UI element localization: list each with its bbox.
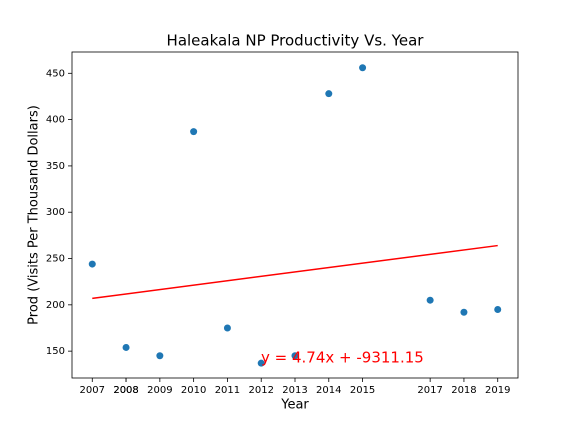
x-tick-label: 2013 xyxy=(282,385,307,396)
x-tick-label: 2014 xyxy=(316,385,341,396)
point xyxy=(460,308,468,316)
x-tick-label: 2007 xyxy=(80,385,105,396)
x-tick-label: 2011 xyxy=(215,385,240,396)
x-tick-label: 2017 xyxy=(417,385,442,396)
y-tick-label: 350 xyxy=(46,161,65,172)
chart-title: Haleakala NP Productivity Vs. Year xyxy=(167,32,425,50)
annotation: y = 4.74x + -9311.15 xyxy=(261,349,424,367)
y-tick-label: 200 xyxy=(46,300,65,311)
x-tick-label: 2018 xyxy=(451,385,476,396)
point xyxy=(257,359,265,367)
x-tick-label: 2015 xyxy=(350,385,375,396)
y-tick-label: 400 xyxy=(46,115,65,126)
point xyxy=(156,352,164,360)
y-tick-label: 150 xyxy=(46,346,65,357)
point xyxy=(359,64,367,72)
point xyxy=(426,296,434,304)
y-axis-label: Prod (Visits Per Thousand Dollars) xyxy=(27,105,42,325)
point xyxy=(88,260,96,268)
x-axis-label: Year xyxy=(280,398,309,413)
y-tick-label: 250 xyxy=(46,254,65,265)
x-tick-label: 2019 xyxy=(485,385,510,396)
plot-frame xyxy=(71,51,519,379)
x-tick-label: 2008 xyxy=(113,385,138,396)
point xyxy=(291,352,299,360)
point xyxy=(223,324,231,332)
point xyxy=(325,90,333,98)
x-tick-label: 2008 xyxy=(113,385,138,396)
point xyxy=(190,128,198,136)
y-tick-label: 450 xyxy=(46,68,65,79)
point xyxy=(494,305,502,313)
fit-line xyxy=(92,244,498,300)
x-tick-label: 2010 xyxy=(181,385,206,396)
y-tick-label: 300 xyxy=(46,207,65,218)
x-tick-label: 2009 xyxy=(147,385,172,396)
x-tick-label: 2012 xyxy=(248,385,273,396)
point xyxy=(122,343,130,351)
